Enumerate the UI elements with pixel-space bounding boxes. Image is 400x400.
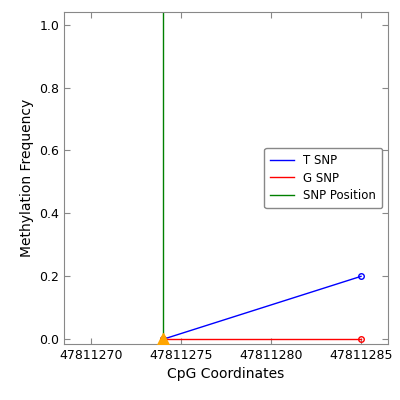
Legend: T SNP, G SNP, SNP Position: T SNP, G SNP, SNP Position — [264, 148, 382, 208]
Y-axis label: Methylation Frequency: Methylation Frequency — [20, 99, 34, 257]
X-axis label: CpG Coordinates: CpG Coordinates — [167, 368, 285, 382]
